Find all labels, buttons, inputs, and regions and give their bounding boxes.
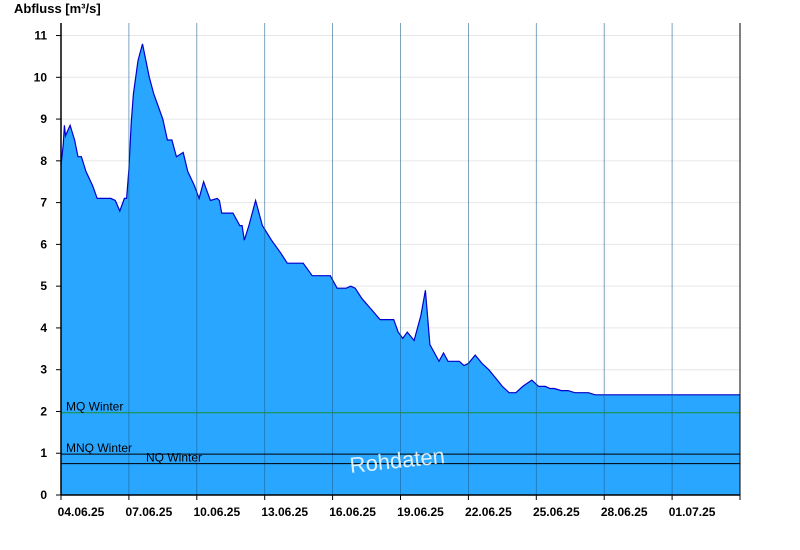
y-axis-label: Abfluss [m³/s]: [14, 1, 101, 16]
reference-line-label: NQ Winter: [146, 451, 202, 465]
x-tick-label: 13.06.25: [261, 505, 308, 519]
reference-line-label: MQ Winter: [66, 400, 123, 414]
reference-line-label: MNQ Winter: [66, 441, 132, 455]
x-tick-label: 01.07.25: [669, 505, 716, 519]
y-tick-label: 3: [40, 363, 47, 377]
x-tick-label: 19.06.25: [397, 505, 444, 519]
x-tick-label: 25.06.25: [533, 505, 580, 519]
y-tick-label: 0: [40, 488, 47, 502]
vertical-gridlines: [128, 23, 673, 495]
reference-lines: MQ Winter MNQ Winter NQ Winter: [61, 400, 740, 465]
y-tick-label: 1: [40, 446, 47, 460]
x-tick-label: 22.06.25: [465, 505, 512, 519]
x-tick-label: 10.06.25: [193, 505, 240, 519]
x-tick-label: 28.06.25: [601, 505, 648, 519]
y-tick-label: 6: [40, 237, 47, 251]
discharge-line: [60, 43, 740, 396]
y-tick-label: 2: [40, 404, 47, 418]
x-axis-ticks: 04.06.25 07.06.25 10.06.25 13.06.25 16.06.25…: [58, 495, 741, 519]
discharge-fill: [61, 43, 740, 496]
y-tick-label: 7: [40, 196, 47, 210]
y-tick-label: 8: [40, 154, 47, 168]
y-tick-label: 11: [34, 29, 47, 43]
y-tick-label: 4: [40, 321, 47, 335]
discharge-area: [60, 43, 740, 496]
x-tick-label: 07.06.25: [126, 505, 173, 519]
y-axis-ticks: 0 1 2 3 4 5 6 7 8 9 10 11: [34, 29, 61, 502]
y-tick-label: 10: [34, 70, 48, 84]
x-tick-label: 16.06.25: [329, 505, 376, 519]
x-tick-label: 04.06.25: [58, 505, 105, 519]
y-tick-label: 9: [40, 112, 47, 126]
y-tick-label: 5: [40, 279, 47, 293]
